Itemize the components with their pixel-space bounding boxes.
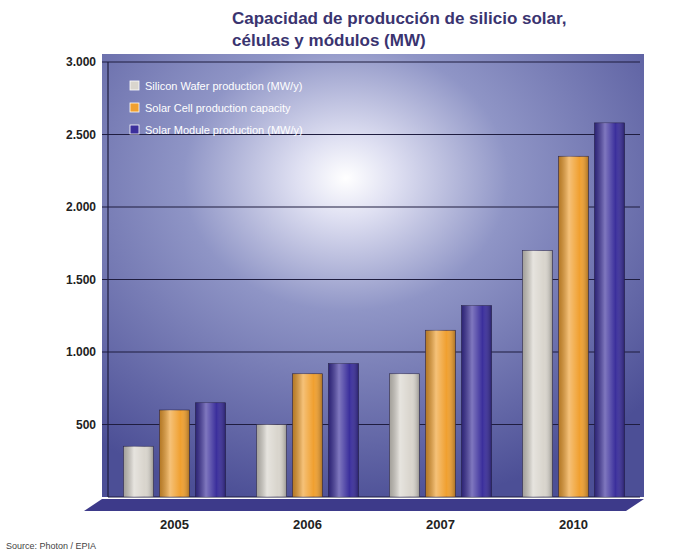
bar	[523, 251, 553, 498]
bar	[426, 330, 456, 497]
bar-shade	[329, 364, 359, 497]
tick-mark	[102, 424, 108, 425]
bar-shade	[523, 251, 553, 498]
legend-swatch	[130, 81, 139, 90]
bar	[329, 364, 359, 497]
tick-label: 1.500	[66, 273, 96, 287]
tick-mark	[102, 62, 108, 63]
bar	[160, 410, 190, 497]
legend-label: Solar Module production (MW/y)	[145, 124, 303, 136]
category-label: 2010	[559, 517, 588, 532]
y-axis	[107, 62, 108, 497]
tick-mark	[102, 134, 108, 135]
tick-mark	[102, 279, 108, 280]
chart: Capacidad de producción de silicio solar…	[0, 0, 676, 557]
bar	[257, 425, 287, 498]
bar-shade	[293, 374, 323, 497]
bar	[595, 123, 625, 497]
source: Source: Photon / EPIA	[6, 541, 96, 551]
legend-swatch	[130, 103, 139, 112]
category-label: 2007	[426, 517, 455, 532]
grid-line	[108, 61, 640, 62]
title-line: células y módulos (MW)	[232, 31, 426, 50]
bar	[124, 446, 154, 497]
bar-shade	[390, 374, 420, 497]
bar-shade	[559, 156, 589, 497]
legend-label: Solar Cell production capacity	[145, 102, 291, 114]
bar	[196, 403, 226, 497]
bar-shade	[426, 330, 456, 497]
floor	[84, 499, 644, 511]
tick-label: 1.000	[66, 345, 96, 359]
legend-swatch	[130, 125, 139, 134]
tick-label: 500	[76, 418, 96, 432]
title-line: Capacidad de producción de silicio solar…	[232, 9, 566, 28]
title: Capacidad de producción de silicio solar…	[232, 9, 566, 50]
bar-shade	[257, 425, 287, 498]
category-label: 2005	[160, 517, 189, 532]
bar-shade	[462, 306, 492, 497]
bar-shade	[124, 446, 154, 497]
legend-label: Silicon Wafer production (MW/y)	[145, 80, 302, 92]
tick-label: 2.000	[66, 200, 96, 214]
tick-mark	[102, 207, 108, 208]
tick-label: 2.500	[66, 128, 96, 142]
category-label: 2006	[293, 517, 322, 532]
bar-shade	[595, 123, 625, 497]
bar-shade	[196, 403, 226, 497]
bar	[559, 156, 589, 497]
bar	[390, 374, 420, 497]
bar-shade	[160, 410, 190, 497]
bars	[124, 123, 625, 497]
tick-label: 3.000	[66, 55, 96, 69]
plot-background	[102, 54, 644, 497]
bar	[293, 374, 323, 497]
bar	[462, 306, 492, 497]
tick-mark	[102, 352, 108, 353]
